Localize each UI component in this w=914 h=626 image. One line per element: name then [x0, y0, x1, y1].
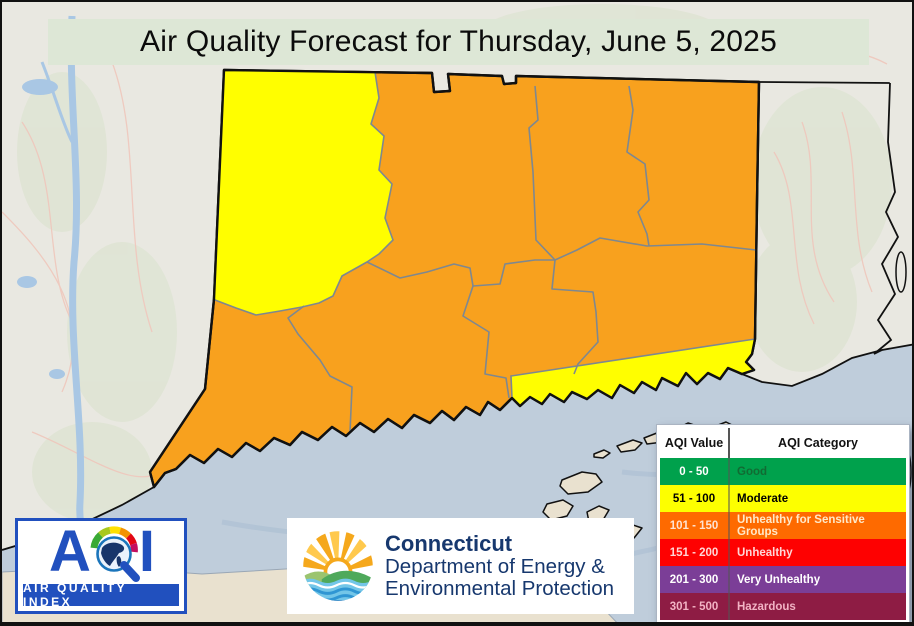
- title-bar: Air Quality Forecast for Thursday, June …: [48, 19, 869, 65]
- legend-aqi-value: 101 - 150: [660, 512, 730, 539]
- ct-deep-logo: Connecticut Department of Energy & Envir…: [287, 518, 634, 614]
- legend-row: 0 - 50 Good: [660, 458, 906, 485]
- globe-q-icon: [90, 525, 140, 582]
- shoreline-strip-border: [510, 338, 756, 399]
- page-title: Air Quality Forecast for Thursday, June …: [140, 25, 777, 58]
- legend-row: 101 - 150 Unhealthy for Sensitive Groups: [660, 512, 906, 539]
- legend-aqi-value: 0 - 50: [660, 458, 730, 485]
- legend-aqi-category: Moderate: [737, 492, 789, 505]
- legend-aqi-category: Hazardous: [737, 600, 796, 613]
- county-boundaries: [287, 85, 757, 433]
- aqi-letter-i: I: [138, 518, 155, 584]
- aqi-logo-letters: A I: [18, 519, 184, 584]
- legend-aqi-value: 151 - 200: [660, 539, 730, 566]
- legend-header-value: AQI Value: [660, 428, 730, 458]
- deep-line3: Environmental Protection: [385, 576, 615, 600]
- legend-row: 301 - 500 Hazardous: [660, 593, 906, 620]
- aqi-letter-a: A: [48, 518, 91, 584]
- aqi-legend-table: AQI Value AQI Category 0 - 50 Good 51 - 10…: [657, 425, 909, 622]
- legend-row: 151 - 200 Unhealthy: [660, 539, 906, 566]
- legend-aqi-category: Very Unhealthy: [737, 573, 821, 586]
- state-outline: [148, 68, 761, 489]
- deep-sun-icon: [303, 531, 373, 601]
- legend-aqi-category: Unhealthy: [737, 546, 793, 559]
- legend-row: 201 - 300 Very Unhealthy: [660, 566, 906, 593]
- legend-header-row: AQI Value AQI Category: [660, 428, 906, 458]
- legend-aqi-category: Good: [737, 465, 768, 478]
- legend-row: 51 - 100 Moderate: [660, 485, 906, 512]
- legend-aqi-value: 301 - 500: [660, 593, 730, 620]
- legend-aqi-value: 201 - 300: [660, 566, 730, 593]
- legend-aqi-category: Unhealthy for Sensitive Groups: [737, 513, 865, 538]
- deep-line2: Department of Energy &: [385, 554, 605, 578]
- region-shoreline-moderate: [511, 339, 755, 406]
- legend-aqi-value: 51 - 100: [660, 485, 730, 512]
- deep-line1: Connecticut: [385, 531, 513, 556]
- aqi-logo: A I AIR QUALITY INDEX: [15, 518, 187, 614]
- legend-header-category: AQI Category: [778, 436, 858, 450]
- legend-rows: 0 - 50 Good 51 - 100 Moderate 101 - 150 Unhea…: [660, 458, 906, 620]
- deep-logo-text: Connecticut Department of Energy & Envir…: [385, 532, 614, 600]
- aqi-banner: AIR QUALITY INDEX: [23, 581, 179, 609]
